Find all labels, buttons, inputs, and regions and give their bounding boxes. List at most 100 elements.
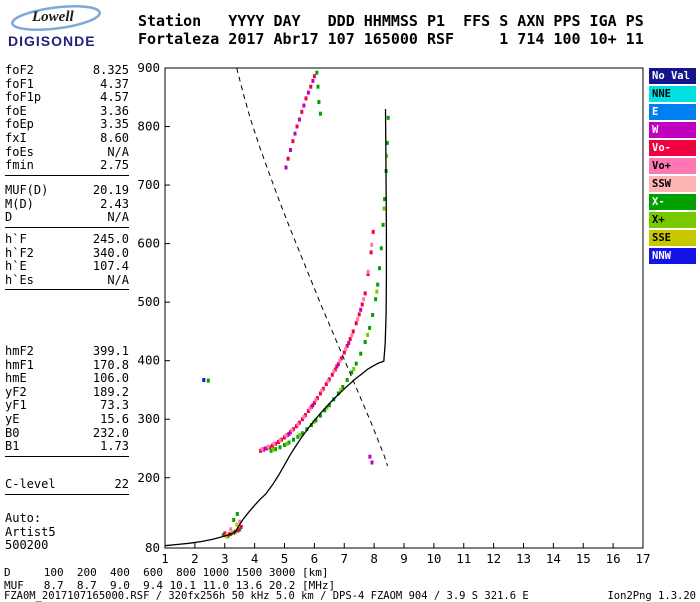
y-tick-label: 600 [137,236,160,251]
legend-item-nne: NNE [649,86,696,102]
legend-item-w: W [649,122,696,138]
param-value: 4.37 [100,76,129,91]
param-row-yf2: yF2 189.2 [5,384,129,400]
muf-table-row-distance: D 100 200 400 600 800 1000 1500 3000 [km… [4,566,329,579]
param-label: C-level [5,477,56,491]
y-tick-label: 800 [137,119,160,134]
param-label: foEp [5,117,34,132]
x-tick-label: 10 [426,551,441,566]
param-value: 8.60 [100,130,129,145]
logo-digisonde-text: DIGISONDE [8,33,96,49]
param-value: 8.325 [92,63,129,77]
param-value: 107.4 [92,259,129,274]
y-tick-label: 80 [145,540,160,555]
y-tick-label: 900 [137,60,160,75]
param-value: 245.0 [92,232,129,246]
x-tick-label: 12 [486,551,501,566]
echo-color-legend: No Val NNE E W Vo- Vo+ SSW X- X+ SSE NNW [649,68,696,266]
param-value: 3.36 [100,103,129,118]
param-row-fof2: foF2 8.325 [5,63,129,78]
legend-item-nnw: NNW [649,248,696,264]
y-tick-label: 300 [137,411,160,426]
echo-series-second-multiple-o [286,74,316,161]
param-row-h-f: h`F 245.0 [5,232,129,247]
echo-series-e-region-x [206,378,242,539]
param-label: D [5,210,13,225]
x-axis-frequency: 1 2 3 4 5 6 7 8 9 10 11 12 13 14 15 16 17 [161,543,651,566]
echo-series-e-region-sse [224,522,239,539]
param-label: h`Es [5,272,34,287]
param-label: hmF2 [5,344,34,358]
param-row-foes: foEs N/A [5,144,129,160]
param-label: 500200 [5,538,49,553]
param-value: N/A [107,272,129,287]
echo-series-e-region-o-plus [229,519,242,532]
y-tick-label: 200 [137,470,160,485]
status-line: FZA0M_2017107165000.RSF / 320fx256h 50 k… [4,590,529,602]
param-row-fmin: fmin 2.75 [5,159,129,173]
param-row-hme: hmE 106.0 [5,372,129,386]
echo-series-noise-nnw [202,378,206,382]
x-tick-label: 4 [251,551,259,566]
param-value: N/A [107,144,129,159]
x-tick-label: 17 [635,551,650,566]
param-label: foF1p [5,90,42,105]
param-value: 1.73 [100,439,129,454]
param-label: yE [5,411,20,426]
param-row-ye: yE 15.6 [5,411,129,427]
logo-orbit-icon [11,5,101,31]
param-value: 73.3 [100,398,129,413]
param-row-c-level: C-level 22 [5,477,129,492]
param-row-auto-: Auto: [5,511,129,526]
param-value: 15.6 [100,411,129,426]
x-tick-label: 5 [281,551,289,566]
param-value: 2.43 [100,196,129,211]
param-row-h-es: h`Es N/A [5,272,129,288]
param-label: fxI [5,130,27,145]
param-row-h-e: h`E 107.4 [5,260,129,274]
param-value: 3.35 [100,117,129,132]
param-value: 2.75 [100,158,129,173]
param-row-h-f2: h`F2 340.0 [5,246,129,261]
param-row-d: D N/A [5,211,129,225]
param-value: 22 [114,477,129,491]
param-label: B1 [5,439,20,454]
param-row-fof1: foF1 4.37 [5,76,129,92]
x-tick-label: 16 [606,551,621,566]
param-value: 4.57 [100,90,129,105]
station-header-row-values: Fortaleza 2017 Abr17 107 165000 RSF 1 71… [138,30,644,48]
param-value: 170.8 [92,357,129,372]
y-tick-label: 400 [137,353,160,368]
param-value: 232.0 [92,425,129,440]
param-group-muf: MUF(D) 20.19 M(D) 2.43 D N/A [5,183,129,228]
param-label: hmE [5,371,27,386]
param-row-foe: foE 3.36 [5,103,129,119]
param-row-muf-d-: MUF(D) 20.19 [5,183,129,198]
param-label: foF2 [5,63,34,77]
param-row-fxi: fxI 8.60 [5,130,129,146]
param-label: yF2 [5,384,27,399]
y-tick-label: 700 [137,177,160,192]
echo-series-f-trace-west [263,307,374,465]
param-label: hmF1 [5,357,34,372]
legend-item-ssw: SSW [649,176,696,192]
profile-line [164,108,388,547]
x-tick-label: 8 [370,551,378,566]
x-tick-label: 2 [191,551,199,566]
param-label: fmin [5,158,34,173]
x-tick-label: 7 [340,551,348,566]
x-tick-label: 11 [456,551,471,566]
param-group-virtual-heights: h`F 245.0 h`F2 340.0 h`E 107.4 h`Es N/A [5,232,129,291]
y-axis-height: 900 800 700 600 500 400 300 200 80 [137,60,170,555]
param-value: 106.0 [92,371,129,386]
muf-table-row-muf: MUF 8.7 8.7 9.0 9.4 10.1 11.0 13.6 20.2 … [4,578,336,592]
legend-item-e: E [649,104,696,120]
param-label: Artist5 [5,524,56,539]
echo-series-f-trace-o-plus [260,242,374,452]
param-label: h`E [5,259,27,274]
status-line-version: Ion2Png 1.3.20 [607,590,696,602]
param-row-hmf2: hmF2 399.1 [5,344,129,359]
echo-series-second-multiple-x [315,70,322,116]
station-header: Station YYYY DAY DDD HHMMSS P1 FFS S AXN… [138,12,644,48]
station-header-row-labels: Station YYYY DAY DDD HHMMSS P1 FFS S AXN… [138,12,644,30]
